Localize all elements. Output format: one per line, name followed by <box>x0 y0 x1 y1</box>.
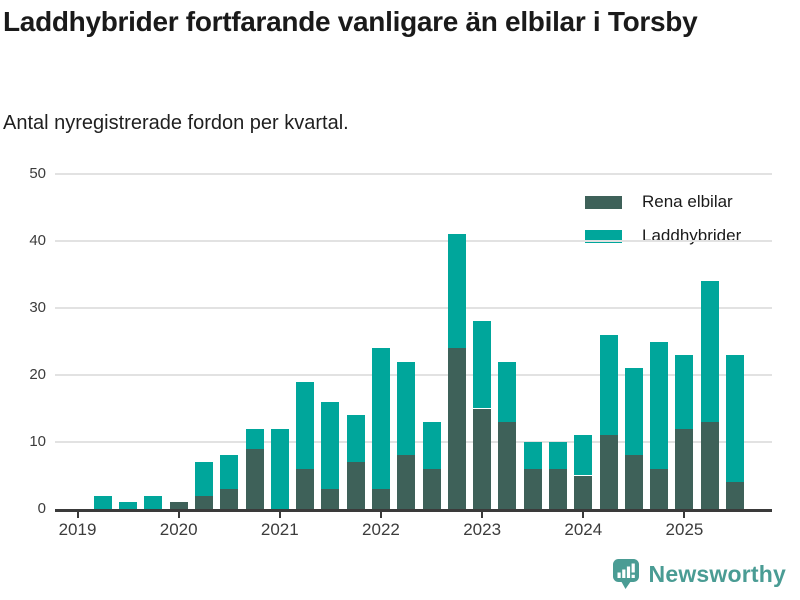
y-axis-label-50: 50 <box>29 165 46 182</box>
x-tick-2020 <box>177 512 180 518</box>
y-axis-label-0: 0 <box>37 500 46 517</box>
bar-2020-q3-rena-elbilar <box>220 488 239 509</box>
bar-2024-q4-rena-elbilar <box>650 468 669 509</box>
bar-2021-q4-laddhybrider <box>346 415 365 463</box>
bar-2020-q2-rena-elbilar <box>194 495 213 509</box>
bar-2024-q1-rena-elbilar <box>574 475 593 509</box>
bar-2023-q2-laddhybrider <box>498 361 517 422</box>
bar-2025-q3-rena-elbilar <box>726 482 745 509</box>
y-axis-label-30: 30 <box>29 299 46 316</box>
chart-title: Laddhybrider fortfarande vanligare än el… <box>3 6 698 37</box>
gridline-40 <box>55 240 772 242</box>
x-axis-label-2020: 2020 <box>159 520 198 539</box>
newsworthy-icon <box>612 559 639 589</box>
bar-2022-q3-rena-elbilar <box>422 468 441 509</box>
y-axis-label-20: 20 <box>29 366 46 383</box>
newsworthy-logo: Newsworthy <box>612 558 786 590</box>
x-axis-label-2019: 2019 <box>58 520 97 539</box>
bar-2025-q2-rena-elbilar <box>700 421 719 509</box>
bar-2022-q3-laddhybrider <box>422 421 441 469</box>
bar-2022-q4-laddhybrider <box>447 234 466 349</box>
bar-2021-q3-laddhybrider <box>321 401 340 489</box>
bar-2022-q1-rena-elbilar <box>371 488 390 509</box>
bar-2020-q2-laddhybrider <box>194 462 213 496</box>
bar-2025-q1-rena-elbilar <box>675 428 694 509</box>
bar-2019-q4-laddhybrider <box>144 495 163 509</box>
x-axis-line <box>55 509 772 512</box>
bar-2019-q3-laddhybrider <box>119 502 138 509</box>
bar-2024-q3-rena-elbilar <box>624 455 643 509</box>
x-axis-label-2022: 2022 <box>362 520 400 539</box>
y-axis-label-40: 40 <box>29 232 46 249</box>
bar-2023-q3-rena-elbilar <box>523 468 542 509</box>
bar-2020-q4-laddhybrider <box>245 428 264 449</box>
bar-2021-q2-rena-elbilar <box>296 468 315 509</box>
bar-2024-q2-laddhybrider <box>599 334 618 436</box>
bar-2020-q1-rena-elbilar <box>169 502 188 509</box>
bar-2020-q3-laddhybrider <box>220 455 239 489</box>
bar-2023-q3-laddhybrider <box>523 442 542 469</box>
legend: Rena elbilar Laddhybrider <box>585 192 741 246</box>
bar-2023-q1-rena-elbilar <box>473 408 492 509</box>
bar-2022-q1-laddhybrider <box>371 348 390 489</box>
bar-2025-q3-laddhybrider <box>726 354 745 483</box>
bar-2023-q4-rena-elbilar <box>549 468 567 509</box>
bar-2024-q2-rena-elbilar <box>599 435 618 509</box>
x-tick-2025 <box>683 512 686 518</box>
bar-2019-q2-laddhybrider <box>93 495 112 509</box>
bar-2021-q1-laddhybrider <box>270 428 289 509</box>
legend-item-rena-elbilar: Rena elbilar <box>585 192 741 212</box>
x-axis-label-2025: 2025 <box>665 520 704 539</box>
y-axis-label-10: 10 <box>29 433 46 450</box>
x-axis-label-2023: 2023 <box>463 520 502 539</box>
legend-swatch-laddhybrider <box>585 229 622 243</box>
x-axis-label-2021: 2021 <box>260 520 299 539</box>
bar-2025-q2-laddhybrider <box>700 281 719 422</box>
bar-2021-q4-rena-elbilar <box>346 462 365 509</box>
bar-2020-q4-rena-elbilar <box>245 448 264 509</box>
x-tick-2019 <box>76 512 79 518</box>
legend-item-laddhybrider: Laddhybrider <box>585 226 741 246</box>
bar-2024-q3-laddhybrider <box>624 368 643 456</box>
bar-2023-q2-rena-elbilar <box>498 421 517 509</box>
bar-2023-q4-laddhybrider <box>549 442 567 469</box>
bar-2021-q2-laddhybrider <box>296 381 315 469</box>
legend-label-rena-elbilar: Rena elbilar <box>642 192 733 211</box>
x-axis-label-2024: 2024 <box>564 520 603 539</box>
bar-2025-q1-laddhybrider <box>675 354 694 429</box>
bar-2024-q1-laddhybrider <box>574 435 593 476</box>
legend-label-laddhybrider: Laddhybrider <box>642 226 742 245</box>
bar-2021-q3-rena-elbilar <box>321 488 340 509</box>
legend-swatch-rena-elbilar <box>585 195 622 209</box>
x-tick-2024 <box>582 512 585 518</box>
bar-2022-q2-rena-elbilar <box>397 455 416 509</box>
bar-2022-q2-laddhybrider <box>397 361 416 456</box>
chart-subtitle: Antal nyregistrerade fordon per kvartal. <box>3 112 349 134</box>
gridline-50 <box>55 173 772 175</box>
bar-2023-q1-laddhybrider <box>473 321 492 409</box>
bar-2024-q4-laddhybrider <box>650 341 669 469</box>
newsworthy-wordmark: Newsworthy <box>648 560 786 587</box>
gridline-30 <box>55 307 772 309</box>
bar-2022-q4-rena-elbilar <box>447 348 466 509</box>
x-tick-2021 <box>278 512 281 518</box>
x-tick-2022 <box>379 512 382 518</box>
x-tick-2023 <box>481 512 484 518</box>
